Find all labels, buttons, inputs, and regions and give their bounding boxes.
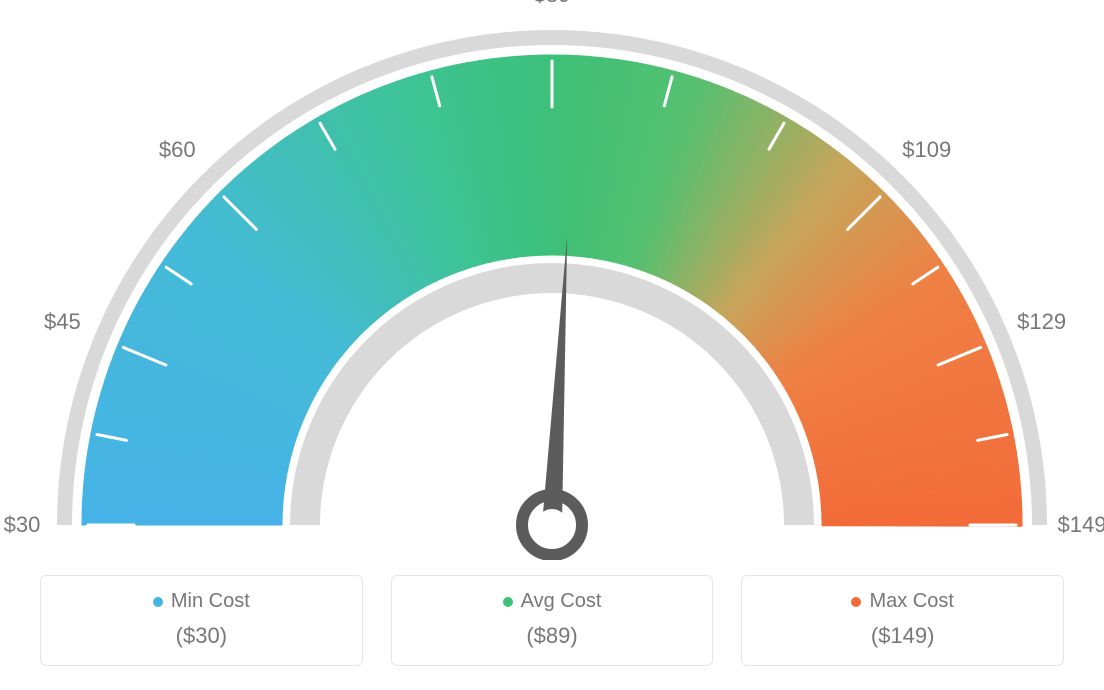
legend-card-min: Min Cost ($30) — [40, 575, 363, 666]
gauge-chart: $30 $45 $60 $89 $109 $129 $149 — [0, 0, 1104, 560]
legend-label-max: Max Cost — [869, 590, 953, 613]
legend-dot-max — [851, 597, 861, 607]
legend-title-max: Max Cost — [752, 590, 1053, 613]
gauge-svg — [0, 0, 1104, 560]
legend-card-avg: Avg Cost ($89) — [391, 575, 714, 666]
legend-value-min: ($30) — [51, 623, 352, 649]
legend-label-avg: Avg Cost — [521, 590, 602, 613]
legend-title-min: Min Cost — [51, 590, 352, 613]
legend-label-min: Min Cost — [171, 590, 250, 613]
legend-value-max: ($149) — [752, 623, 1053, 649]
gauge-tick-label: $149 — [1058, 512, 1104, 538]
legend-value-avg: ($89) — [402, 623, 703, 649]
legend-title-avg: Avg Cost — [402, 590, 703, 613]
gauge-tick-label: $45 — [44, 309, 81, 335]
legend-dot-min — [153, 597, 163, 607]
gauge-tick-label: $109 — [902, 137, 951, 163]
gauge-tick-label: $129 — [1017, 309, 1066, 335]
gauge-tick-label: $30 — [4, 512, 41, 538]
legend-dot-avg — [503, 597, 513, 607]
gauge-tick-label: $60 — [159, 137, 196, 163]
legend-row: Min Cost ($30) Avg Cost ($89) Max Cost (… — [40, 575, 1064, 666]
legend-card-max: Max Cost ($149) — [741, 575, 1064, 666]
gauge-tick-label: $89 — [534, 0, 571, 8]
